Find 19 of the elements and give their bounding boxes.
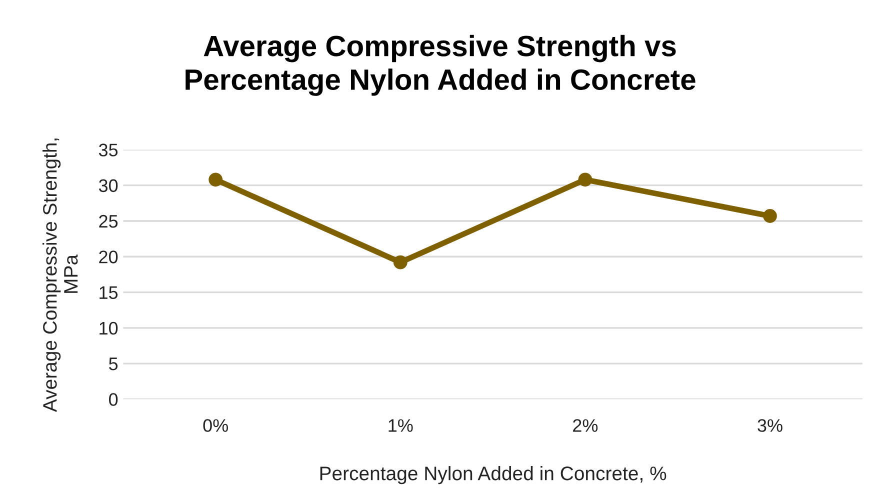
x-tick-label: 0% <box>203 419 228 432</box>
y-axis-title: Average Compressive Strength, MPa <box>42 138 78 412</box>
point <box>208 172 223 187</box>
point <box>763 209 777 223</box>
x-tick-label: 2% <box>573 419 598 432</box>
y-tick-label: 35 <box>98 144 118 156</box>
y-tick-label: 10 <box>100 322 118 335</box>
chart-title: Average Compressive Strength vs Percentage Nylon Added in Concrete <box>186 34 696 96</box>
x-axis-title: Percentage Nylon Added in Concrete, % <box>320 466 666 484</box>
y-tick-label: 5 <box>109 358 118 370</box>
point <box>578 172 592 187</box>
x-tick-label: 1% <box>388 419 413 432</box>
y-tick-label: 25 <box>99 214 118 228</box>
y-tick-label: 20 <box>99 250 118 264</box>
x-tick-label: 3% <box>758 419 782 432</box>
y-tick-label: 30 <box>98 179 118 192</box>
point <box>393 255 408 270</box>
y-tick-label: 15 <box>100 286 118 299</box>
y-tick-label: 0 <box>109 393 118 406</box>
